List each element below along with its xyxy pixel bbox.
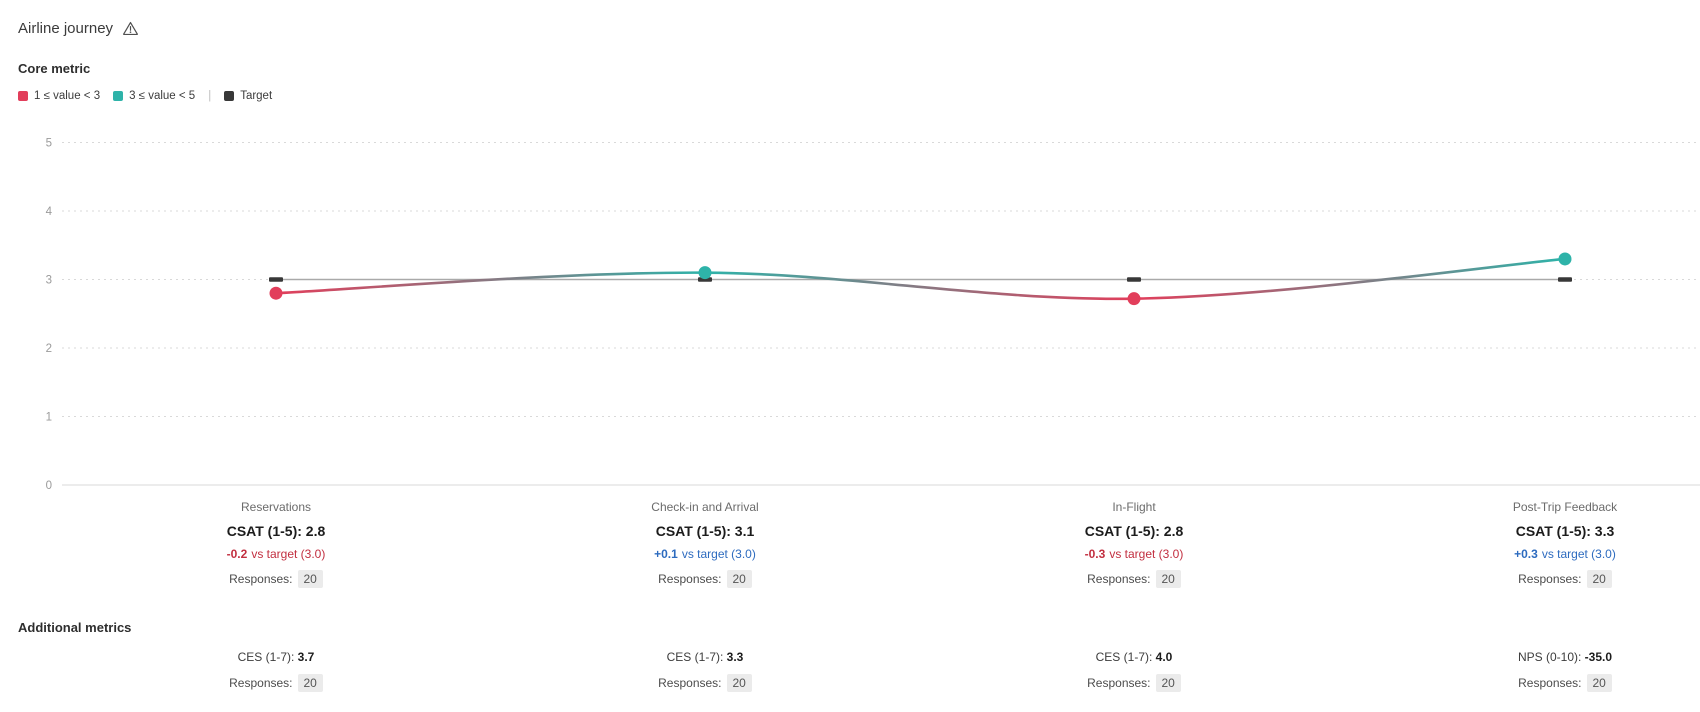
responses-label: Responses: <box>1518 572 1582 586</box>
page-title: Airline journey <box>18 20 114 37</box>
legend-label: 3 ≤ value < 5 <box>129 90 196 102</box>
responses-label: Responses: <box>658 676 722 690</box>
delta-vs-target: -0.3 vs target (3.0) <box>949 547 1319 561</box>
additional-metric-value: -35.0 <box>1584 650 1613 664</box>
responses-row: Responses: 20 <box>1380 570 1700 588</box>
additional-metric-label: NPS (0-10): <box>1517 650 1582 664</box>
y-axis-tick-3: 3 <box>46 275 52 287</box>
delta-value: -0.2 <box>226 547 248 561</box>
responses-count-badge: 20 <box>1586 570 1612 588</box>
legend-item-target: Target <box>224 90 272 102</box>
core-metric-heading: Core metric <box>18 61 91 76</box>
responses-row: Responses: 20 <box>91 570 461 588</box>
delta-value: +0.3 <box>1514 547 1538 561</box>
data-point-in-flight[interactable] <box>1127 292 1141 306</box>
additional-metric-reservations: CES (1-7): 3.7 Responses: 20 <box>91 650 461 692</box>
stage-name: Reservations <box>240 500 312 514</box>
responses-row: Responses: 20 <box>520 570 890 588</box>
responses-row: Responses: 20 <box>949 570 1319 588</box>
metric-line <box>275 257 1566 301</box>
delta-vs-target: +0.3 vs target (3.0) <box>1380 547 1700 561</box>
additional-metric-value: 4.0 <box>1155 650 1173 664</box>
responses-label: Responses: <box>1087 676 1151 690</box>
additional-metric-inflight: CES (1-7): 4.0 Responses: 20 <box>949 650 1319 692</box>
delta-value: -0.3 <box>1084 547 1106 561</box>
target-marker-2[interactable] <box>1127 277 1141 282</box>
data-point-post-trip-feedback[interactable] <box>1558 252 1572 266</box>
y-axis-tick-0: 0 <box>46 480 52 492</box>
responses-count-badge: 20 <box>1155 674 1181 692</box>
stage-metric-value: CSAT (1-5): 2.8 <box>226 523 326 539</box>
additional-metric-row: CES (1-7): 4.0 <box>949 650 1319 664</box>
responses-row: Responses: 20 <box>91 674 461 692</box>
responses-count-badge: 20 <box>297 674 323 692</box>
data-point-check-in-and-arrival[interactable] <box>698 266 712 280</box>
delta-vs-target: -0.2 vs target (3.0) <box>91 547 461 561</box>
legend-label: 1 ≤ value < 3 <box>34 90 101 102</box>
delta-vs-target: +0.1 vs target (3.0) <box>520 547 890 561</box>
additional-metric-row: NPS (0-10): -35.0 <box>1380 650 1700 664</box>
y-axis-tick-4: 4 <box>46 206 53 218</box>
responses-label: Responses: <box>658 572 722 586</box>
delta-text: vs target (3.0) <box>251 547 326 561</box>
y-axis-tick-1: 1 <box>46 412 52 424</box>
legend-item-teal-range: 3 ≤ value < 5 <box>113 90 195 102</box>
additional-metric-row: CES (1-7): 3.3 <box>520 650 890 664</box>
stage-column-posttrip: Post-Trip Feedback CSAT (1-5): 3.3 +0.3 v… <box>1380 500 1700 588</box>
teal-swatch-icon <box>113 91 124 101</box>
responses-count-badge: 20 <box>726 674 752 692</box>
legend-item-red-range: 1 ≤ value < 3 <box>18 90 100 102</box>
red-swatch-icon <box>18 91 28 101</box>
additional-metric-checkin: CES (1-7): 3.3 Responses: 20 <box>520 650 890 692</box>
stage-name: Check-in and Arrival <box>651 500 759 514</box>
additional-metric-value: 3.7 <box>297 650 315 664</box>
data-point-reservations[interactable] <box>269 286 283 300</box>
delta-text: vs target (3.0) <box>1541 547 1616 561</box>
target-marker-3[interactable] <box>1558 277 1572 282</box>
responses-count-badge: 20 <box>1586 674 1612 692</box>
additional-metric-row: CES (1-7): 3.7 <box>91 650 461 664</box>
responses-count-badge: 20 <box>297 570 323 588</box>
delta-text: vs target (3.0) <box>1109 547 1184 561</box>
responses-count-badge: 20 <box>1155 570 1181 588</box>
y-axis-tick-5: 5 <box>46 138 52 150</box>
stage-name: In-Flight <box>1112 500 1156 514</box>
target-marker-0[interactable] <box>269 277 283 282</box>
responses-row: Responses: 20 <box>520 674 890 692</box>
y-axis-tick-2: 2 <box>46 343 52 355</box>
header: Airline journey <box>18 20 139 37</box>
warning-icon[interactable] <box>122 20 139 37</box>
stage-column-inflight: In-Flight CSAT (1-5): 2.8 -0.3 vs target … <box>949 500 1319 588</box>
chart-legend: 1 ≤ value < 3 3 ≤ value < 5 | Target <box>18 90 272 102</box>
legend-separator: | <box>208 90 212 102</box>
responses-label: Responses: <box>229 572 293 586</box>
additional-metric-label: CES (1-7): <box>1095 650 1153 664</box>
responses-count-badge: 20 <box>726 570 752 588</box>
additional-metric-label: CES (1-7): <box>666 650 724 664</box>
responses-label: Responses: <box>1087 572 1151 586</box>
responses-label: Responses: <box>1518 676 1582 690</box>
responses-row: Responses: 20 <box>949 674 1319 692</box>
stage-metric-value: CSAT (1-5): 3.1 <box>655 523 755 539</box>
target-marker-1[interactable] <box>698 277 712 282</box>
additional-metrics-heading: Additional metrics <box>18 620 132 635</box>
stage-metric-value: CSAT (1-5): 3.3 <box>1515 523 1615 539</box>
journey-metric-chart: 0 1 2 3 4 5 <box>46 138 1700 492</box>
stage-column-reservations: Reservations CSAT (1-5): 2.8 -0.2 vs targ… <box>91 500 461 588</box>
stage-metric-value: CSAT (1-5): 2.8 <box>1084 523 1184 539</box>
delta-value: +0.1 <box>654 547 678 561</box>
additional-metric-posttrip: NPS (0-10): -35.0 Responses: 20 <box>1380 650 1700 692</box>
delta-text: vs target (3.0) <box>681 547 756 561</box>
target-swatch-icon <box>224 91 235 101</box>
responses-row: Responses: 20 <box>1380 674 1700 692</box>
stage-name: Post-Trip Feedback <box>1512 500 1618 514</box>
additional-metric-label: CES (1-7): <box>237 650 295 664</box>
legend-label: Target <box>240 90 273 102</box>
responses-label: Responses: <box>229 676 293 690</box>
additional-metric-value: 3.3 <box>726 650 744 664</box>
stage-column-checkin: Check-in and Arrival CSAT (1-5): 3.1 +0.… <box>520 500 890 588</box>
